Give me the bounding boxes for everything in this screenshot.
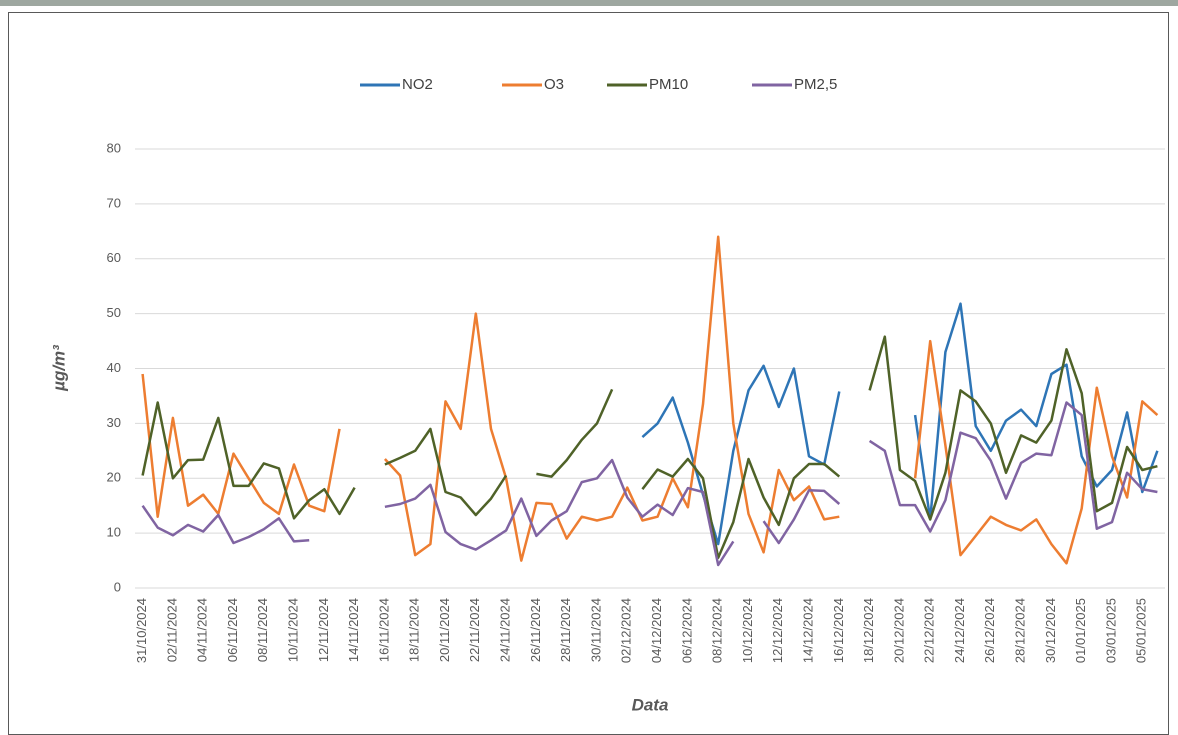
- series-line: [641, 302, 1159, 546]
- x-tick-label: 08/12/2024: [710, 598, 725, 663]
- y-tick-label: 40: [107, 360, 121, 375]
- x-tick-label: 14/12/2024: [800, 598, 815, 663]
- x-tick-label: 10/11/2024: [285, 598, 300, 662]
- series-line: [141, 335, 1158, 560]
- x-tick-label: 28/11/2024: [558, 598, 573, 662]
- y-tick-label: 70: [107, 195, 121, 210]
- x-tick-label: 24/11/2024: [498, 598, 513, 662]
- x-tick-label: 14/11/2024: [346, 598, 361, 662]
- x-tick-label: 20/12/2024: [891, 598, 906, 663]
- top-bar: [0, 0, 1178, 6]
- x-tick-label: 18/11/2024: [407, 598, 422, 662]
- legend-label: O3: [544, 76, 564, 93]
- y-tick-label: 0: [114, 579, 121, 594]
- x-tick-label: 16/11/2024: [376, 598, 391, 662]
- x-tick-label: 26/12/2024: [982, 598, 997, 663]
- x-tick-label: 04/12/2024: [649, 598, 664, 663]
- x-tick-label: 20/11/2024: [437, 598, 452, 662]
- x-tick-label: 31/10/2024: [134, 598, 149, 663]
- y-tick-label: 60: [107, 250, 121, 265]
- y-tick-label: 20: [107, 470, 121, 485]
- y-tick-label: 50: [107, 305, 121, 320]
- series-line: [141, 235, 1159, 565]
- x-tick-label: 02/11/2024: [164, 598, 179, 662]
- x-tick-label: 24/12/2024: [952, 598, 967, 663]
- x-tick-label: 08/11/2024: [255, 598, 270, 662]
- x-tick-label: 06/11/2024: [225, 598, 240, 662]
- y-axis-label: µg/m³: [49, 344, 68, 392]
- x-tick-label: 22/12/2024: [922, 598, 937, 663]
- x-tick-label: 01/01/2025: [1073, 598, 1088, 663]
- x-tick-label: 03/01/2025: [1103, 598, 1118, 663]
- x-tick-label: 06/12/2024: [679, 598, 694, 663]
- chart-frame: [8, 12, 1169, 735]
- x-tick-label: 30/12/2024: [1043, 598, 1058, 663]
- legend-label: PM2,5: [794, 76, 837, 93]
- y-tick-label: 80: [107, 140, 121, 155]
- series-line: [141, 401, 1158, 567]
- x-tick-label: 04/11/2024: [195, 598, 210, 662]
- legend-label: PM10: [649, 76, 688, 93]
- x-tick-label: 12/11/2024: [316, 598, 331, 662]
- x-tick-label: 30/11/2024: [588, 598, 603, 662]
- y-tick-label: 10: [107, 525, 121, 540]
- y-tick-label: 30: [107, 415, 121, 430]
- x-tick-label: 05/01/2025: [1134, 598, 1149, 663]
- x-tick-label: 16/12/2024: [831, 598, 846, 663]
- x-tick-label: 12/12/2024: [770, 598, 785, 663]
- x-tick-label: 26/11/2024: [528, 598, 543, 662]
- x-tick-label: 18/12/2024: [861, 598, 876, 663]
- legend-label: NO2: [402, 76, 433, 93]
- x-tick-label: 28/12/2024: [1013, 598, 1028, 663]
- x-tick-label: 02/12/2024: [619, 598, 634, 663]
- x-tick-label: 10/12/2024: [740, 598, 755, 663]
- x-tick-label: 22/11/2024: [467, 598, 482, 662]
- x-axis-label: Data: [632, 695, 669, 714]
